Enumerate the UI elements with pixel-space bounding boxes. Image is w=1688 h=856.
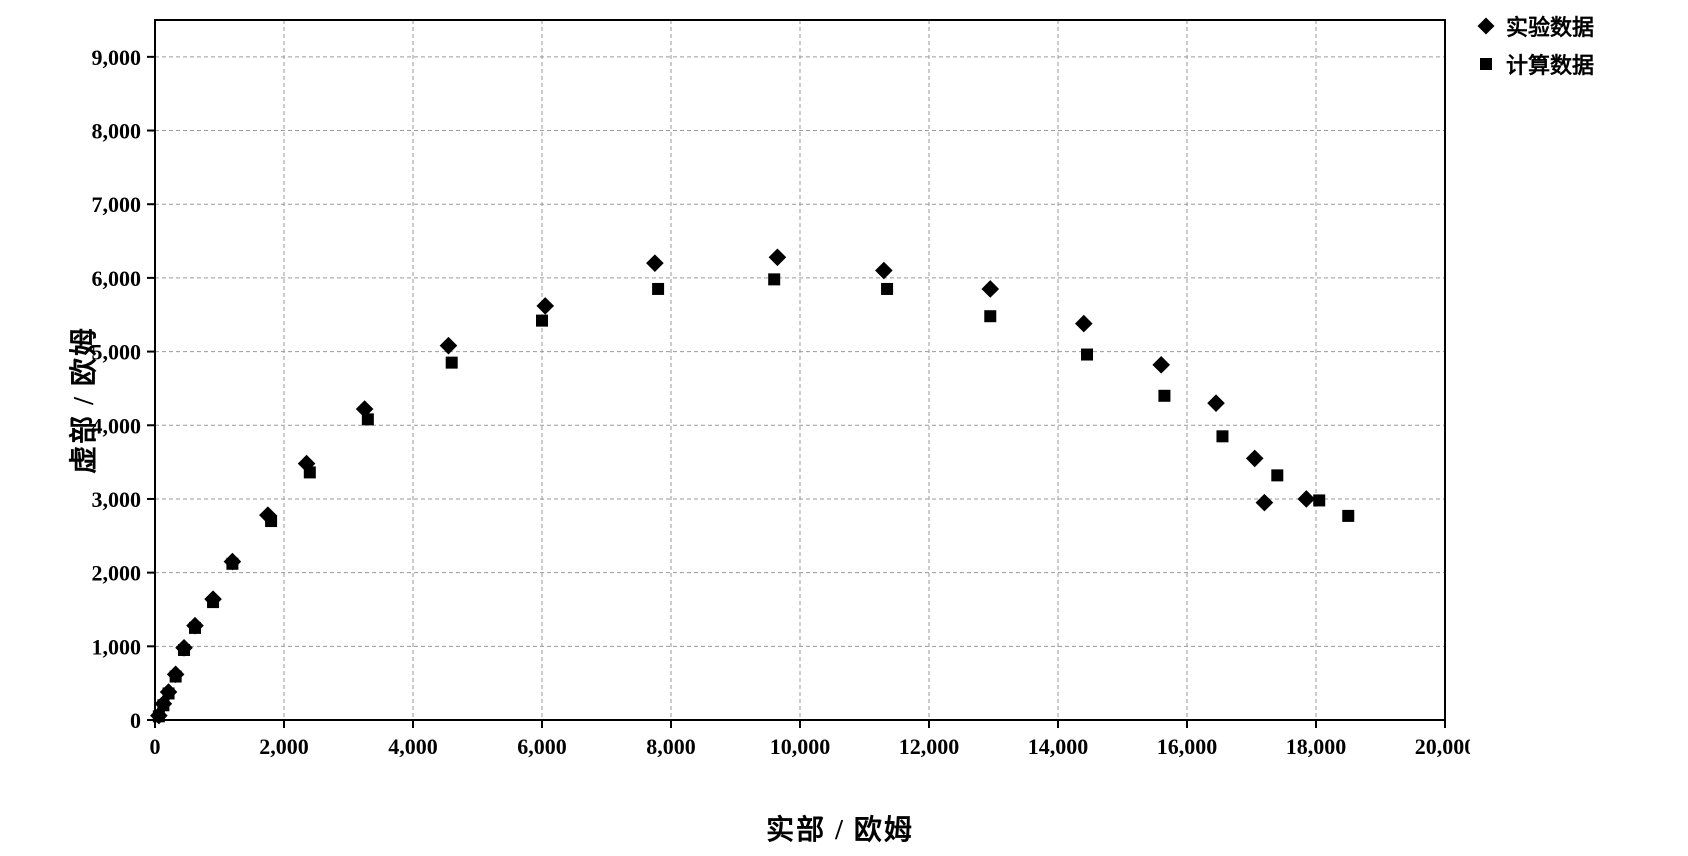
diamond-icon (1478, 18, 1495, 35)
svg-text:9,000: 9,000 (92, 45, 142, 70)
svg-text:0: 0 (150, 734, 161, 759)
svg-text:18,000: 18,000 (1286, 734, 1347, 759)
legend: 实验数据 计算数据 (1480, 10, 1594, 86)
svg-text:7,000: 7,000 (92, 192, 142, 217)
svg-text:2,000: 2,000 (259, 734, 309, 759)
svg-text:8,000: 8,000 (92, 119, 142, 144)
svg-text:6,000: 6,000 (92, 266, 142, 291)
svg-text:6,000: 6,000 (517, 734, 567, 759)
svg-text:4,000: 4,000 (388, 734, 438, 759)
svg-text:20,000: 20,000 (1415, 734, 1470, 759)
square-icon (1480, 58, 1492, 70)
scatter-chart: 0 2,000 4,000 6,000 8,000 10,000 12,000 14,000 1… (70, 10, 1470, 800)
svg-text:1,000: 1,000 (92, 634, 142, 659)
svg-text:16,000: 16,000 (1157, 734, 1218, 759)
legend-item-experimental: 实验数据 (1480, 10, 1594, 42)
svg-text:4,000: 4,000 (92, 413, 142, 438)
svg-text:14,000: 14,000 (1028, 734, 1089, 759)
svg-text:12,000: 12,000 (899, 734, 960, 759)
legend-label: 实验数据 (1506, 10, 1594, 42)
svg-text:8,000: 8,000 (646, 734, 696, 759)
legend-item-calculated: 计算数据 (1480, 48, 1594, 80)
svg-text:3,000: 3,000 (92, 487, 142, 512)
x-axis-label: 实部 / 欧姆 (120, 808, 1560, 848)
svg-text:0: 0 (130, 708, 141, 733)
svg-text:10,000: 10,000 (770, 734, 831, 759)
svg-text:5,000: 5,000 (92, 340, 142, 365)
legend-label: 计算数据 (1506, 48, 1594, 80)
svg-text:2,000: 2,000 (92, 561, 142, 586)
